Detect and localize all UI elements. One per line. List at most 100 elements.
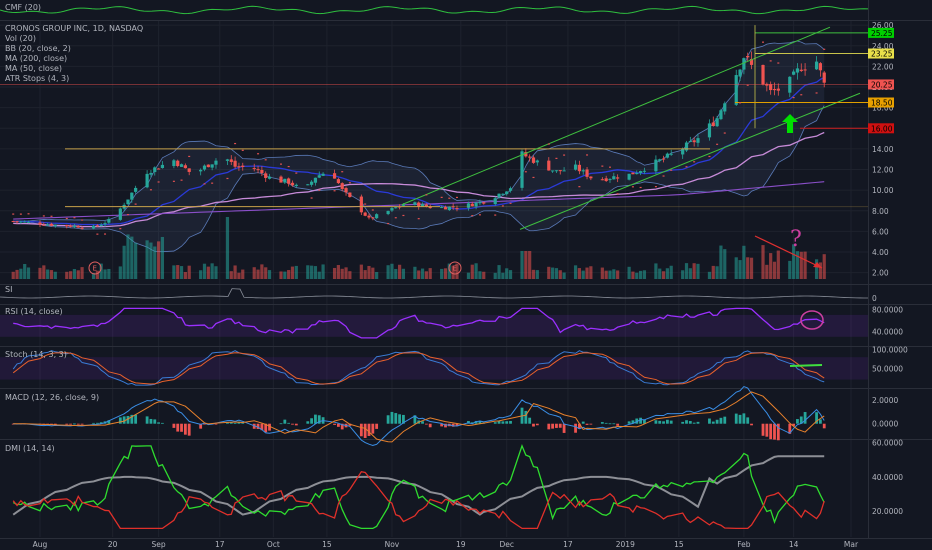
candle-body[interactable]: [470, 203, 474, 207]
candle-body[interactable]: [581, 170, 585, 172]
candle-body[interactable]: [734, 75, 738, 105]
candle-body[interactable]: [661, 158, 666, 160]
candle-body[interactable]: [497, 193, 501, 198]
candle-body[interactable]: [176, 160, 180, 166]
candle-body[interactable]: [371, 217, 375, 219]
candle-body[interactable]: [38, 222, 42, 225]
candle-body[interactable]: [447, 206, 451, 211]
candle-body[interactable]: [229, 159, 233, 162]
candle-body[interactable]: [508, 188, 513, 191]
candle-body[interactable]: [283, 178, 287, 183]
candle-body[interactable]: [172, 160, 176, 167]
candle-body[interactable]: [688, 140, 692, 142]
candle-body[interactable]: [344, 188, 348, 193]
candle-body[interactable]: [386, 210, 390, 215]
candle-body[interactable]: [413, 202, 417, 205]
candle-body[interactable]: [23, 221, 27, 223]
candle-body[interactable]: [795, 68, 800, 73]
candle-body[interactable]: [336, 179, 340, 184]
candle-body[interactable]: [742, 58, 746, 70]
candle-body[interactable]: [126, 199, 130, 205]
candle-body[interactable]: [803, 69, 807, 71]
candle-body[interactable]: [306, 184, 310, 186]
candle-body[interactable]: [658, 159, 662, 161]
candle-body[interactable]: [635, 172, 639, 175]
candle-body[interactable]: [390, 208, 394, 211]
candle-body[interactable]: [394, 207, 398, 209]
candle-body[interactable]: [359, 196, 363, 213]
candle-body[interactable]: [99, 224, 103, 227]
candle-body[interactable]: [118, 208, 122, 220]
candle-body[interactable]: [573, 164, 578, 170]
candle-body[interactable]: [665, 153, 669, 158]
candle-body[interactable]: [367, 215, 371, 218]
candle-body[interactable]: [95, 225, 99, 227]
candle-body[interactable]: [455, 208, 459, 210]
candle-body[interactable]: [206, 164, 210, 168]
candle-body[interactable]: [528, 156, 532, 158]
candle-body[interactable]: [604, 178, 608, 182]
candle-body[interactable]: [799, 69, 803, 71]
candle-body[interactable]: [130, 192, 134, 200]
candle-body[interactable]: [103, 223, 107, 225]
candle-body[interactable]: [72, 225, 77, 227]
candle-body[interactable]: [26, 221, 31, 223]
candle-body[interactable]: [723, 103, 727, 112]
candle-body[interactable]: [612, 176, 616, 180]
candle-body[interactable]: [692, 140, 696, 143]
candle-body[interactable]: [225, 159, 230, 161]
candle-body[interactable]: [707, 123, 712, 138]
candle-body[interactable]: [19, 221, 23, 223]
candle-body[interactable]: [792, 71, 796, 75]
candle-body[interactable]: [340, 183, 344, 189]
candle-body[interactable]: [233, 160, 237, 167]
candle-body[interactable]: [493, 198, 497, 205]
candle-body[interactable]: [749, 58, 754, 65]
candle-body[interactable]: [260, 169, 264, 174]
candle-body[interactable]: [310, 181, 314, 185]
candle-body[interactable]: [589, 176, 593, 179]
earnings-marker-2[interactable]: E: [448, 261, 462, 275]
earnings-marker-1[interactable]: E: [88, 261, 102, 275]
candle-body[interactable]: [80, 227, 84, 229]
candle-body[interactable]: [562, 170, 566, 172]
candle-body[interactable]: [558, 170, 562, 172]
candle-body[interactable]: [256, 169, 260, 171]
candle-body[interactable]: [761, 64, 765, 85]
candle-body[interactable]: [505, 191, 509, 195]
candle-body[interactable]: [287, 178, 291, 184]
candle-body[interactable]: [317, 175, 321, 178]
candle-body[interactable]: [638, 171, 643, 173]
candle-body[interactable]: [466, 203, 471, 208]
candle-body[interactable]: [474, 202, 478, 207]
candle-body[interactable]: [375, 214, 379, 219]
candle-body[interactable]: [65, 224, 69, 227]
candle-body[interactable]: [252, 168, 256, 170]
candle-body[interactable]: [199, 169, 203, 172]
candle-body[interactable]: [401, 204, 406, 206]
candle-body[interactable]: [348, 192, 352, 197]
candle-body[interactable]: [241, 165, 245, 167]
candle-body[interactable]: [156, 168, 161, 170]
candle-body[interactable]: [765, 83, 769, 86]
candle-body[interactable]: [711, 122, 715, 127]
candle-body[interactable]: [53, 224, 57, 226]
candle-body[interactable]: [290, 182, 295, 186]
candle-body[interactable]: [478, 201, 482, 204]
candle-body[interactable]: [585, 169, 589, 177]
candle-body[interactable]: [76, 226, 80, 228]
candle-body[interactable]: [554, 170, 559, 172]
candle-body[interactable]: [482, 202, 486, 204]
candle-body[interactable]: [279, 176, 283, 183]
candle-body[interactable]: [134, 187, 138, 192]
candle-body[interactable]: [332, 173, 337, 179]
candle-body[interactable]: [69, 225, 73, 227]
candle-body[interactable]: [822, 72, 826, 83]
candle-body[interactable]: [294, 184, 298, 187]
candle-body[interactable]: [363, 212, 367, 216]
candle-body[interactable]: [15, 221, 19, 223]
candle-body[interactable]: [681, 149, 685, 155]
candle-body[interactable]: [107, 219, 111, 223]
candle-body[interactable]: [451, 206, 455, 208]
